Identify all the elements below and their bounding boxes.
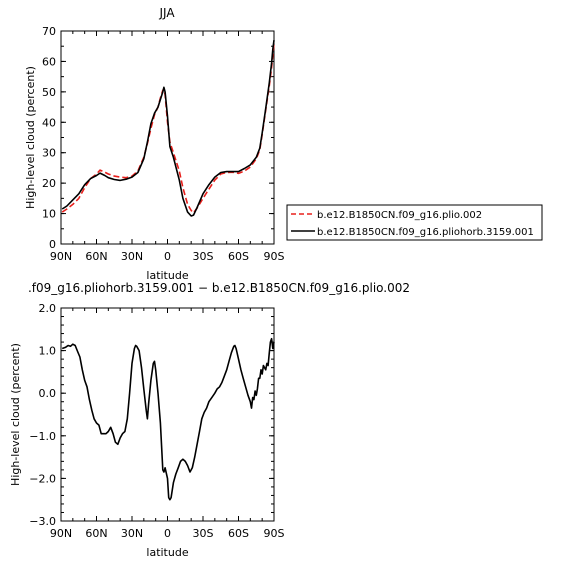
bottom-chart-y-tick-label: 0.0	[39, 387, 57, 400]
legend-label-2: b.e12.B1850CN.f09_g16.pliohorb.3159.001	[317, 227, 534, 238]
bottom-chart-y-tick-label: 1.0	[39, 345, 57, 358]
top-chart-x-tick-label: 60N	[85, 250, 107, 263]
bottom-chart-x-tick-label: 60S	[228, 527, 249, 540]
bottom-chart-y-axis-label: High-level cloud (percent)	[9, 343, 22, 486]
bottom-chart-title: .f09_g16.pliohorb.3159.001 − b.e12.B1850…	[28, 281, 410, 295]
bottom-chart-y-tick-label: −1.0	[29, 430, 56, 443]
top-chart-y-tick-label: 50	[42, 86, 56, 99]
top-chart-y-axis-label: High-level cloud (percent)	[24, 66, 37, 209]
bottom-chart-x-axis-label: latitude	[146, 546, 188, 559]
bottom-chart-x-tick-label: 90N	[50, 527, 72, 540]
bottom-chart-x-tick-label: 30N	[121, 527, 143, 540]
top-chart-y-tick-label: 20	[42, 177, 56, 190]
top-chart-x-tick-label: 90N	[50, 250, 72, 263]
bottom-chart-x-tick-label: 30S	[193, 527, 214, 540]
top-chart-series-line-2	[61, 39, 275, 217]
top-chart-x-tick-label: 60S	[228, 250, 249, 263]
bottom-chart-y-tick-label: −3.0	[29, 515, 56, 528]
top-chart-y-tick-label: 30	[42, 147, 56, 160]
top-chart-x-tick-label: 30S	[193, 250, 214, 263]
top-chart-x-tick-label: 0	[164, 250, 171, 263]
bottom-chart-x-tick-label: 90S	[264, 527, 285, 540]
bottom-chart-y-tick-label: 2.0	[39, 302, 57, 315]
top-chart-y-tick-label: 0	[49, 238, 56, 251]
top-chart-y-tick-label: 10	[42, 208, 56, 221]
top-chart-x-axis-label: latitude	[146, 269, 188, 282]
legend-box	[286, 204, 543, 241]
bottom-chart-x-tick-label: 0	[164, 527, 171, 540]
bottom-chart-series-line-1	[61, 337, 275, 501]
top-chart-y-tick-label: 40	[42, 116, 56, 129]
top-chart-y-tick-label: 60	[42, 55, 56, 68]
top-chart-x-tick-label: 30N	[121, 250, 143, 263]
top-chart-plot-frame	[60, 30, 275, 245]
bottom-chart-y-tick-label: −2.0	[29, 472, 56, 485]
top-chart-title: JJA	[158, 6, 175, 20]
top-chart-x-tick-label: 90S	[264, 250, 285, 263]
top-chart-y-tick-label: 70	[42, 25, 56, 38]
legend-label-1: b.e12.B1850CN.f09_g16.plio.002	[317, 210, 482, 221]
bottom-chart-x-tick-label: 60N	[85, 527, 107, 540]
